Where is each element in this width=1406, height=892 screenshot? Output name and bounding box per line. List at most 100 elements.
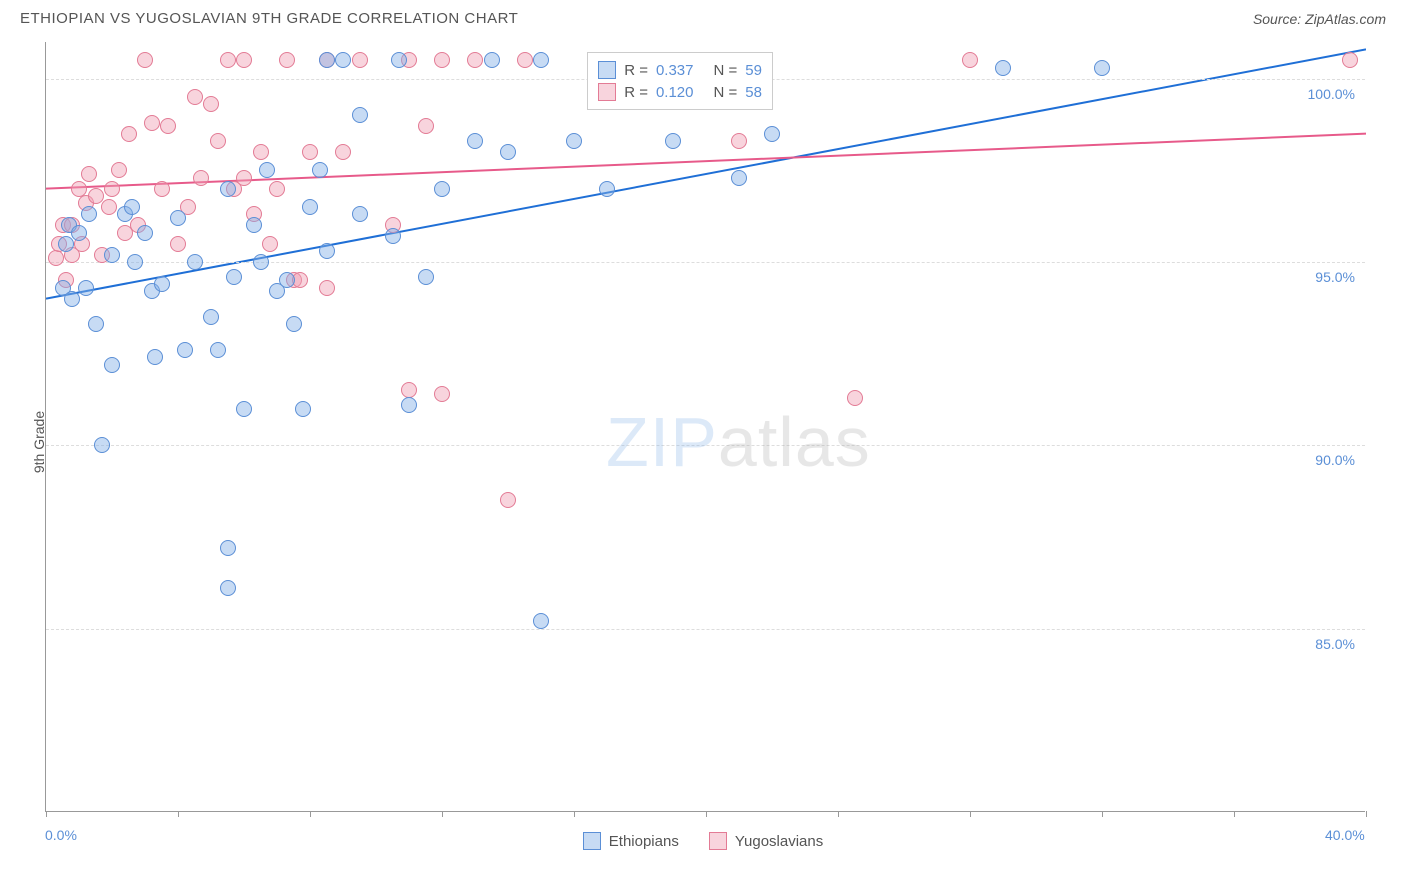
scatter-point-ethiopians	[418, 269, 434, 285]
scatter-point-ethiopians	[71, 225, 87, 241]
scatter-point-yugoslavians	[279, 52, 295, 68]
legend-swatch-yugoslavians	[709, 832, 727, 850]
scatter-point-yugoslavians	[111, 162, 127, 178]
scatter-point-ethiopians	[467, 133, 483, 149]
x-tick	[310, 811, 311, 817]
chart-title: ETHIOPIAN VS YUGOSLAVIAN 9TH GRADE CORRE…	[20, 10, 518, 27]
scatter-point-yugoslavians	[352, 52, 368, 68]
scatter-point-ethiopians	[566, 133, 582, 149]
scatter-point-yugoslavians	[847, 390, 863, 406]
scatter-point-ethiopians	[236, 401, 252, 417]
scatter-point-ethiopians	[335, 52, 351, 68]
scatter-point-yugoslavians	[104, 181, 120, 197]
scatter-point-ethiopians	[127, 254, 143, 270]
trend-lines-svg	[46, 42, 1366, 812]
stats-r-value: 0.337	[656, 62, 694, 79]
scatter-point-ethiopians	[210, 342, 226, 358]
x-tick	[706, 811, 707, 817]
watermark: ZIPatlas	[606, 402, 871, 482]
x-tick	[574, 811, 575, 817]
scatter-point-yugoslavians	[962, 52, 978, 68]
y-tick-label: 90.0%	[1315, 452, 1355, 468]
scatter-point-yugoslavians	[500, 492, 516, 508]
scatter-point-yugoslavians	[236, 170, 252, 186]
scatter-point-ethiopians	[434, 181, 450, 197]
scatter-point-yugoslavians	[434, 52, 450, 68]
scatter-point-yugoslavians	[517, 52, 533, 68]
scatter-point-yugoslavians	[236, 52, 252, 68]
scatter-point-yugoslavians	[731, 133, 747, 149]
scatter-point-ethiopians	[391, 52, 407, 68]
scatter-point-ethiopians	[401, 397, 417, 413]
scatter-point-yugoslavians	[137, 52, 153, 68]
scatter-point-yugoslavians	[160, 118, 176, 134]
scatter-point-yugoslavians	[302, 144, 318, 160]
stats-swatch-yugoslavians	[598, 83, 616, 101]
stats-n-value: 58	[745, 84, 762, 101]
scatter-point-ethiopians	[279, 272, 295, 288]
scatter-point-ethiopians	[352, 107, 368, 123]
scatter-point-yugoslavians	[203, 96, 219, 112]
scatter-point-ethiopians	[94, 437, 110, 453]
stats-n-label: N =	[714, 84, 738, 101]
scatter-point-ethiopians	[259, 162, 275, 178]
scatter-point-yugoslavians	[1342, 52, 1358, 68]
legend-swatch-ethiopians	[583, 832, 601, 850]
scatter-point-ethiopians	[995, 60, 1011, 76]
scatter-point-ethiopians	[64, 291, 80, 307]
scatter-point-ethiopians	[226, 269, 242, 285]
plot-area: 85.0%90.0%95.0%100.0%ZIPatlasR = 0.337N …	[45, 42, 1365, 812]
scatter-point-yugoslavians	[319, 280, 335, 296]
scatter-point-yugoslavians	[170, 236, 186, 252]
scatter-point-ethiopians	[319, 52, 335, 68]
scatter-point-ethiopians	[187, 254, 203, 270]
scatter-point-ethiopians	[220, 580, 236, 596]
stats-r-label: R =	[624, 62, 648, 79]
scatter-point-ethiopians	[500, 144, 516, 160]
scatter-point-ethiopians	[154, 276, 170, 292]
stats-n-label: N =	[714, 62, 738, 79]
scatter-point-yugoslavians	[71, 181, 87, 197]
stats-row-ethiopians: R = 0.337N = 59	[598, 59, 762, 81]
scatter-point-ethiopians	[312, 162, 328, 178]
scatter-point-ethiopians	[203, 309, 219, 325]
gridline-h	[46, 262, 1365, 263]
scatter-point-ethiopians	[170, 210, 186, 226]
scatter-point-ethiopians	[220, 181, 236, 197]
scatter-point-ethiopians	[319, 243, 335, 259]
scatter-point-ethiopians	[352, 206, 368, 222]
scatter-point-yugoslavians	[48, 250, 64, 266]
scatter-point-ethiopians	[58, 236, 74, 252]
scatter-point-yugoslavians	[187, 89, 203, 105]
gridline-h	[46, 445, 1365, 446]
stats-row-yugoslavians: R = 0.120 N = 58	[598, 81, 762, 103]
scatter-point-yugoslavians	[434, 386, 450, 402]
scatter-point-ethiopians	[665, 133, 681, 149]
scatter-point-ethiopians	[177, 342, 193, 358]
legend-item-ethiopians: Ethiopians	[583, 832, 679, 850]
chart-source: Source: ZipAtlas.com	[1253, 11, 1386, 27]
x-tick	[442, 811, 443, 817]
scatter-point-ethiopians	[147, 349, 163, 365]
scatter-point-yugoslavians	[220, 52, 236, 68]
stats-r-label: R =	[624, 84, 648, 101]
scatter-point-yugoslavians	[193, 170, 209, 186]
scatter-point-yugoslavians	[418, 118, 434, 134]
scatter-point-ethiopians	[533, 613, 549, 629]
scatter-point-ethiopians	[137, 225, 153, 241]
x-tick	[46, 811, 47, 817]
stats-r-value: 0.120	[656, 84, 694, 101]
scatter-point-ethiopians	[302, 199, 318, 215]
scatter-point-yugoslavians	[253, 144, 269, 160]
scatter-point-yugoslavians	[269, 181, 285, 197]
scatter-point-yugoslavians	[210, 133, 226, 149]
scatter-point-ethiopians	[104, 247, 120, 263]
y-tick-label: 100.0%	[1308, 86, 1355, 102]
scatter-point-yugoslavians	[154, 181, 170, 197]
scatter-point-ethiopians	[104, 357, 120, 373]
scatter-point-ethiopians	[246, 217, 262, 233]
scatter-point-ethiopians	[286, 316, 302, 332]
scatter-point-ethiopians	[81, 206, 97, 222]
scatter-point-ethiopians	[533, 52, 549, 68]
scatter-point-ethiopians	[1094, 60, 1110, 76]
